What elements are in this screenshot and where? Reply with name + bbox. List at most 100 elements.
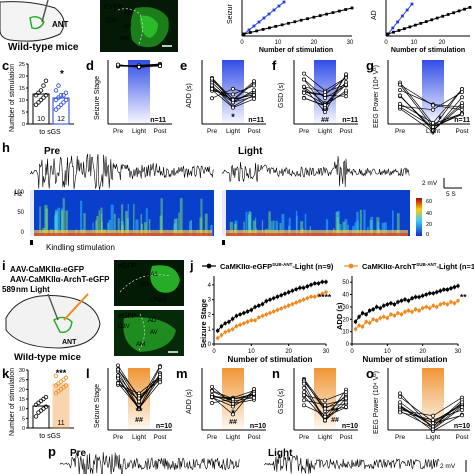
data-dot: [56, 104, 61, 110]
data-dot: [33, 414, 39, 419]
xticks-j-right: 0 10 20 30: [350, 344, 462, 355]
spectral-band: [62, 198, 65, 236]
data-point: [286, 290, 291, 294]
data-point: [294, 300, 298, 305]
subject-point: [431, 417, 435, 422]
panel-label-k: k: [2, 366, 10, 381]
series-black-a: [242, 6, 354, 36]
panel-e: e ADD (s) * n=11 Pre Light Post: [180, 58, 266, 135]
d3v-label-i: D3V: [118, 324, 130, 330]
optic-fiber-i: [63, 293, 89, 321]
label-light-p: Light: [268, 448, 293, 459]
spectral-band: [175, 218, 178, 236]
spectral-band: [381, 222, 385, 236]
data-point: [392, 302, 397, 307]
spectrogram-light-detail: [222, 190, 408, 236]
data-point: [245, 320, 250, 324]
data-dot: [43, 78, 49, 83]
subject-point: [323, 103, 327, 108]
spectral-band: [229, 221, 233, 236]
data-point: [375, 305, 379, 309]
hz-label-h: Hz: [14, 191, 23, 198]
data-point: [283, 305, 287, 309]
spectral-band: [336, 217, 339, 236]
series-black-b: [386, 6, 472, 36]
cbar-tick-20: 20: [426, 222, 432, 228]
laser-text: nm Light: [16, 285, 50, 294]
data-point: [410, 310, 414, 314]
n-o: n=10: [454, 423, 470, 430]
tick-a-0: 0: [240, 40, 244, 46]
spectral-band: [140, 223, 143, 236]
data-point: [357, 323, 361, 328]
subject-point: [431, 125, 435, 130]
spectral-band: [376, 221, 380, 236]
panel-g: g EEG Power (10⁴ V²) * n=11 Pre Light Po…: [366, 58, 470, 135]
subject-point: [323, 110, 327, 115]
sig-j-left: ****: [318, 292, 332, 302]
subject-point: [252, 391, 256, 396]
laser-nm: 589: [2, 285, 16, 294]
subject-point: [398, 394, 402, 399]
subject-point: [323, 398, 327, 403]
legend-text-egfp: CaMKIIα-eGFPSUB-ANT-Light (n=9): [220, 262, 334, 271]
yticks-j-left: 0 1 2 3 4: [208, 283, 214, 348]
ytick-label: 0: [346, 342, 350, 348]
data-dot: [36, 90, 41, 95]
data-point: [316, 281, 321, 286]
data-point: [268, 297, 272, 302]
data-point: [399, 312, 404, 317]
data-point: [389, 312, 393, 317]
data-point: [242, 311, 246, 315]
spectral-band: [392, 210, 394, 236]
subject-point: [231, 86, 235, 91]
xtick-pre-m: Pre: [207, 434, 218, 441]
panel-label-m: m: [176, 366, 188, 381]
data-point: [257, 303, 261, 308]
data-point: [438, 289, 443, 293]
tick-b-2: 20: [439, 40, 446, 46]
fluorescence-core-top: [140, 15, 158, 38]
sig-n: **: [331, 406, 339, 416]
subject-point: [252, 96, 256, 101]
data-point: [382, 303, 386, 308]
subject-point: [231, 412, 235, 417]
spectral-band: [342, 221, 346, 236]
xtick-light-g: Light: [426, 128, 440, 135]
sig2-m: ##: [229, 419, 237, 426]
subject-point: [398, 104, 402, 109]
spectral-band: [233, 223, 237, 236]
subject-point: [323, 96, 327, 100]
n-g: n=11: [454, 117, 470, 124]
data-point: [234, 324, 239, 328]
data-dot: [58, 92, 64, 98]
eeg-trace-light: [221, 156, 410, 188]
paired-lines-n: [302, 377, 348, 423]
ytick-label: 50: [342, 280, 349, 286]
av-label-i: AV: [150, 330, 158, 336]
subject-point: [116, 381, 120, 386]
spectral-band: [281, 214, 285, 236]
subject-point: [460, 112, 464, 117]
low-freq-peak: [34, 233, 212, 236]
subject-point: [116, 373, 120, 378]
scale-v-label-p: 2 mV: [440, 463, 456, 470]
ytick-label: 10: [19, 407, 25, 413]
xtick-post-g: Post: [455, 128, 468, 135]
data-point: [223, 321, 227, 326]
data-dot: [53, 373, 59, 378]
xtick-light-f: Light: [318, 128, 332, 135]
data-dot: [63, 383, 69, 388]
spectral-band: [83, 213, 86, 236]
data-point: [396, 300, 400, 304]
xtick-label: 10: [384, 349, 391, 355]
xtick-label: 0: [212, 349, 216, 355]
spectral-band: [304, 213, 307, 236]
sig2-f: ##: [321, 117, 329, 124]
eyfp-label: EYFP: [104, 4, 123, 11]
data-point: [245, 309, 250, 314]
data-dot: [33, 92, 39, 98]
data-point: [420, 306, 425, 310]
av-label-top: AV: [124, 24, 132, 30]
spectral-band: [188, 221, 191, 236]
